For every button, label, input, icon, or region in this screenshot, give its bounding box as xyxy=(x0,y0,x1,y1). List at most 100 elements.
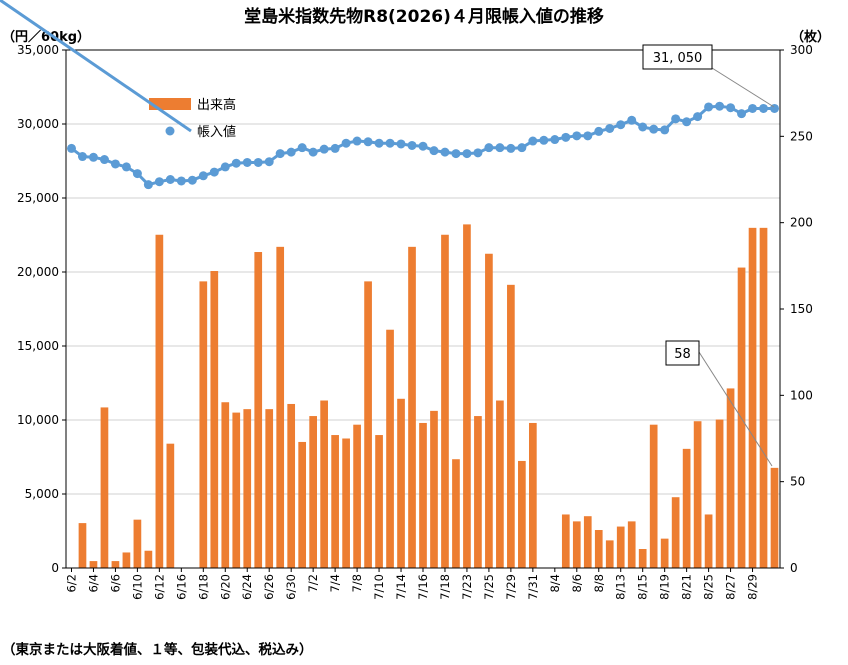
left-tick-label: 30,000 xyxy=(17,117,59,131)
left-tick-label: 25,000 xyxy=(17,191,59,205)
legend-line-marker xyxy=(165,126,175,136)
line-point xyxy=(462,149,472,159)
bar xyxy=(397,398,405,568)
line-point xyxy=(66,143,76,153)
bar xyxy=(605,540,614,568)
annotation-last-volume-leader xyxy=(698,351,773,467)
annotation-last-price-leader xyxy=(711,67,775,108)
bar xyxy=(682,448,691,568)
right-tick-label: 50 xyxy=(790,475,805,489)
bar xyxy=(561,514,570,568)
bar xyxy=(320,400,328,568)
annotation-last-price: 31, 050 xyxy=(642,44,775,108)
annotation-last-volume: 58 xyxy=(665,340,773,467)
right-axis-unit: （枚） xyxy=(791,29,830,45)
x-tick-label: 8/25 xyxy=(702,574,716,600)
left-tick-label: 5,000 xyxy=(25,487,59,501)
bar xyxy=(265,409,274,568)
line-point xyxy=(594,126,604,136)
line-point xyxy=(99,155,109,165)
line-point xyxy=(242,157,252,167)
right-tick-label: 300 xyxy=(790,43,813,57)
x-tick-label: 8/8 xyxy=(592,574,606,593)
line-point xyxy=(341,138,351,148)
bar xyxy=(386,329,394,568)
line-point xyxy=(539,135,549,145)
line-point xyxy=(671,114,681,124)
line-point xyxy=(572,131,582,141)
line-point xyxy=(154,177,164,187)
bar xyxy=(485,253,493,568)
bar xyxy=(572,521,581,568)
line-point xyxy=(220,162,230,172)
line-point xyxy=(330,143,340,153)
line-series xyxy=(66,101,780,190)
line-point xyxy=(253,157,263,167)
x-tick-label: 8/29 xyxy=(746,574,760,600)
x-tick-label: 6/6 xyxy=(108,574,122,593)
x-tick-label: 7/16 xyxy=(416,574,430,600)
line-point xyxy=(627,115,637,125)
bar xyxy=(254,252,263,568)
bar xyxy=(748,227,757,568)
bar xyxy=(638,549,647,568)
line-point xyxy=(737,109,747,119)
x-tick-label: 8/6 xyxy=(570,574,584,593)
line-point xyxy=(209,167,219,177)
bar xyxy=(210,271,219,568)
line-point xyxy=(143,180,153,190)
x-tick-label: 6/18 xyxy=(196,574,210,600)
left-tick-label: 35,000 xyxy=(17,43,59,57)
x-tick-label: 6/16 xyxy=(174,574,188,600)
x-tick-label: 7/2 xyxy=(306,574,320,593)
bar xyxy=(100,407,109,568)
line-point xyxy=(440,147,450,157)
bar xyxy=(232,412,241,568)
bar xyxy=(364,281,372,568)
legend-line-swatch xyxy=(0,0,192,133)
bar xyxy=(518,460,526,568)
line-point xyxy=(198,171,208,181)
line-point xyxy=(374,138,384,148)
line-point xyxy=(693,112,703,122)
bar xyxy=(616,526,625,568)
x-tick-label: 8/19 xyxy=(658,574,672,600)
line-point xyxy=(473,148,483,158)
bar xyxy=(627,521,636,568)
line-point xyxy=(275,149,285,159)
line-point xyxy=(297,143,307,153)
line-point xyxy=(319,144,329,154)
x-tick-label: 8/4 xyxy=(548,574,562,593)
bar xyxy=(89,561,98,568)
line-point xyxy=(352,136,362,146)
line-point xyxy=(88,152,98,162)
x-tick-label: 7/31 xyxy=(526,574,540,600)
bar xyxy=(133,519,142,568)
x-tick-label: 8/13 xyxy=(614,574,628,600)
line-point xyxy=(396,139,406,149)
bar xyxy=(704,514,713,568)
left-axis-unit: （円／60kg） xyxy=(2,29,90,45)
line-point xyxy=(187,175,197,185)
x-tick-label: 6/20 xyxy=(218,574,232,600)
bar xyxy=(452,459,460,568)
bar xyxy=(594,530,603,568)
line-point xyxy=(165,175,175,184)
line-point xyxy=(660,125,670,135)
bar xyxy=(78,523,87,568)
bar xyxy=(331,435,339,568)
x-tick-label: 6/2 xyxy=(64,574,78,593)
line-point xyxy=(407,140,417,150)
line-point xyxy=(264,157,274,167)
line-point xyxy=(704,102,714,112)
left-tick-label: 10,000 xyxy=(17,413,59,427)
x-tick-label: 7/8 xyxy=(350,574,364,593)
bar xyxy=(111,561,120,568)
bar xyxy=(693,421,702,568)
line-point xyxy=(550,135,560,145)
x-tick-label: 6/4 xyxy=(86,574,100,593)
line-point xyxy=(176,176,186,186)
x-tick-label: 6/24 xyxy=(240,574,254,600)
bar xyxy=(726,388,735,568)
right-tick-label: 0 xyxy=(790,561,798,575)
